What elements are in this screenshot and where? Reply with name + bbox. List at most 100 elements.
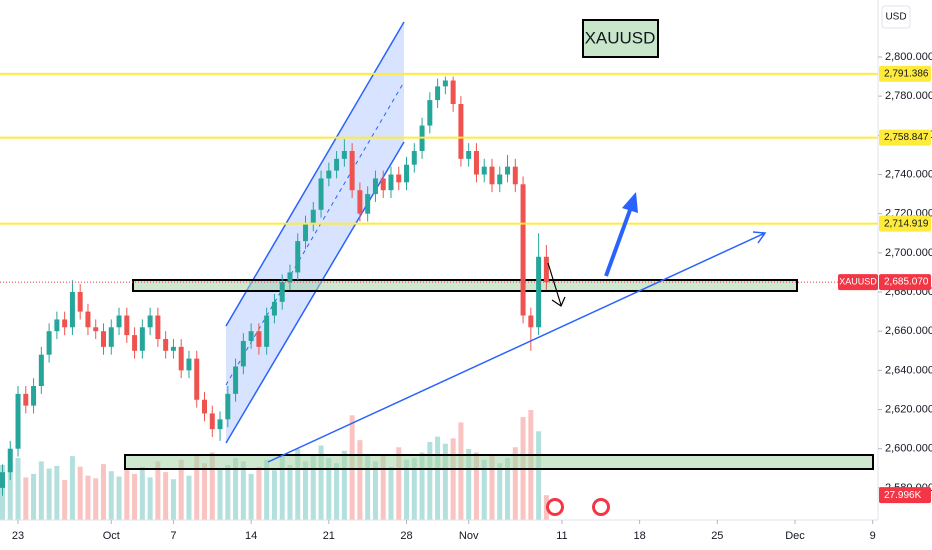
candle-body [178, 346, 184, 371]
candle-body [186, 358, 192, 371]
drop-arrow [547, 262, 562, 306]
candle-body [147, 315, 153, 328]
volume-bar [248, 473, 254, 520]
projection-arrowhead [622, 192, 638, 213]
volume-bar [279, 454, 285, 520]
x-tick-label: 9 [870, 530, 876, 542]
volume-bar [124, 468, 130, 520]
channel-mid [225, 81, 405, 386]
volume-bar [225, 465, 231, 520]
y-tick-label: 2,620.000 [885, 403, 932, 415]
volume-bar [46, 468, 52, 520]
volume-bar [132, 473, 138, 520]
last-price-tag [879, 274, 931, 291]
candle-body [46, 331, 52, 355]
volume-bar [372, 461, 378, 520]
candle-body [116, 315, 122, 328]
volume-bar [186, 475, 192, 520]
volume-bar [458, 422, 464, 520]
volume-bar [404, 459, 410, 520]
volume-bar [62, 480, 68, 520]
volume-bar [396, 447, 402, 520]
candle-body [287, 272, 293, 283]
demand-zone [124, 454, 874, 470]
candle-body [458, 104, 464, 159]
candle-body [295, 241, 301, 273]
volume-bar [85, 475, 91, 520]
volume-bar [178, 459, 184, 520]
symbol-tag [838, 274, 878, 291]
candle-body [442, 80, 448, 87]
candle-body [233, 366, 239, 394]
x-tick-label: 25 [711, 530, 723, 542]
candle-body [38, 354, 44, 387]
channel-upper [225, 21, 405, 327]
candle-body [310, 209, 316, 224]
x-tick-label: Nov [459, 530, 479, 542]
time-axis [0, 520, 878, 550]
candle-body [62, 319, 68, 328]
candle-body [349, 151, 355, 191]
symbol-label: XAUUSD [839, 276, 877, 286]
volume-bar [334, 463, 340, 520]
candle-body [31, 386, 37, 406]
candle-body [170, 346, 176, 351]
drop-arrowhead [551, 296, 566, 307]
volume-bar [7, 471, 13, 520]
candle-body [225, 393, 231, 420]
volume-bar [38, 461, 44, 520]
volume-bar [202, 463, 208, 520]
volume-bar [240, 461, 246, 520]
volume-bar [497, 463, 503, 520]
level-tag-label: 2,714.919 [884, 218, 929, 229]
volume-bar [318, 445, 324, 520]
title-box [582, 19, 659, 58]
volume-bar [108, 471, 114, 520]
candle-body [155, 315, 161, 340]
candle-body [163, 339, 169, 351]
volume-bar [466, 449, 472, 520]
volume-bar [209, 452, 215, 520]
candle-body [543, 256, 549, 283]
candle-body [512, 166, 518, 185]
candle-body [396, 174, 402, 183]
candle-body [481, 166, 487, 175]
volume-bar [450, 438, 456, 520]
candle-body [132, 335, 138, 351]
x-tick-label: 11 [556, 530, 567, 542]
volume-bar [481, 459, 487, 520]
volume-bar [505, 457, 511, 520]
volume-bar [31, 473, 37, 520]
candle-body [388, 174, 394, 191]
x-tick-label: 7 [170, 530, 176, 542]
level-tag [879, 65, 931, 82]
candle-body [372, 178, 378, 195]
volume-bar [365, 456, 371, 520]
candle-body [404, 164, 410, 183]
currency: USD [885, 12, 906, 23]
candle-body [334, 158, 340, 171]
volume-bar [536, 431, 542, 520]
candle-body [473, 151, 479, 175]
volume-bar [411, 457, 417, 520]
y-tick-label: 2,640.000 [885, 364, 932, 376]
y-tick-label: 2,740.000 [885, 168, 932, 180]
volume-bar [295, 449, 301, 520]
volume-bar [194, 456, 200, 520]
candle-body [7, 448, 13, 473]
candle-body [77, 292, 83, 312]
volume-bar [427, 441, 433, 520]
support-zone [132, 279, 798, 292]
x-tick-label: 14 [245, 530, 257, 542]
volume-bar [54, 465, 60, 520]
volume-bar [303, 461, 309, 520]
volume-bar [473, 452, 479, 520]
volume-bar [326, 457, 332, 520]
candle-body [256, 331, 262, 347]
volume-bar [93, 478, 99, 520]
volume-layer [0, 410, 549, 520]
level-tag-label: 2,791.386 [884, 69, 929, 80]
volume-bar [256, 466, 262, 520]
volume-bar [147, 477, 153, 520]
